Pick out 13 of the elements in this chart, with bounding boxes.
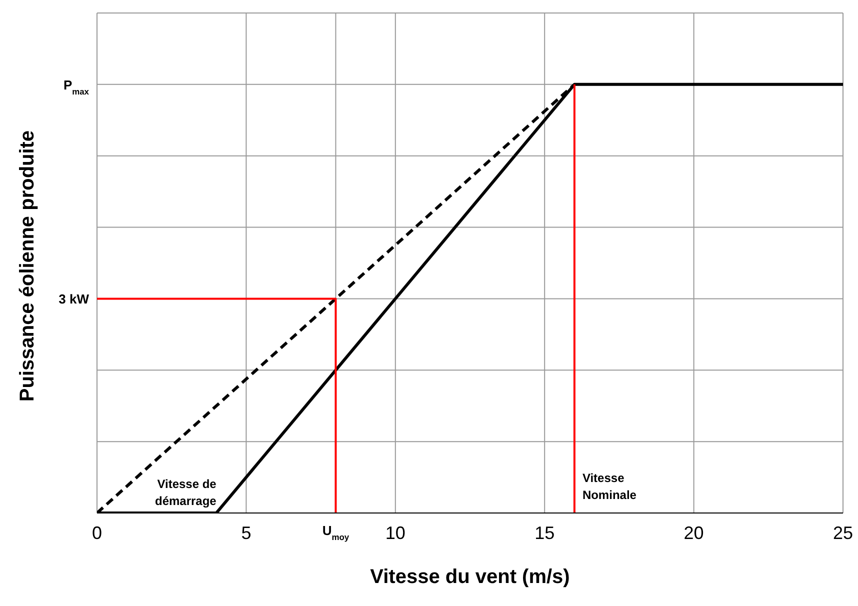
x-tick-label: 10 [385,523,406,543]
x-tick-label: 0 [92,523,102,543]
x-tick-label: U$_{moy}$ [322,523,350,542]
annotation: Vitesse de démarrage [154,477,217,508]
text: P$_{max}$ [63,77,90,96]
text: 3 kW [58,292,90,307]
x-tick-label: 15 [534,523,555,543]
x-tick-label: 25 [832,523,854,543]
annotation: Vitesse Nominale [582,471,637,502]
x-axis-title: Vitesse du vent (m/s) [370,566,570,588]
x-tick-label: 5 [241,523,252,543]
y-axis-title: Puissance éolienne produite [16,130,40,402]
x-tick-label: 20 [684,523,704,543]
